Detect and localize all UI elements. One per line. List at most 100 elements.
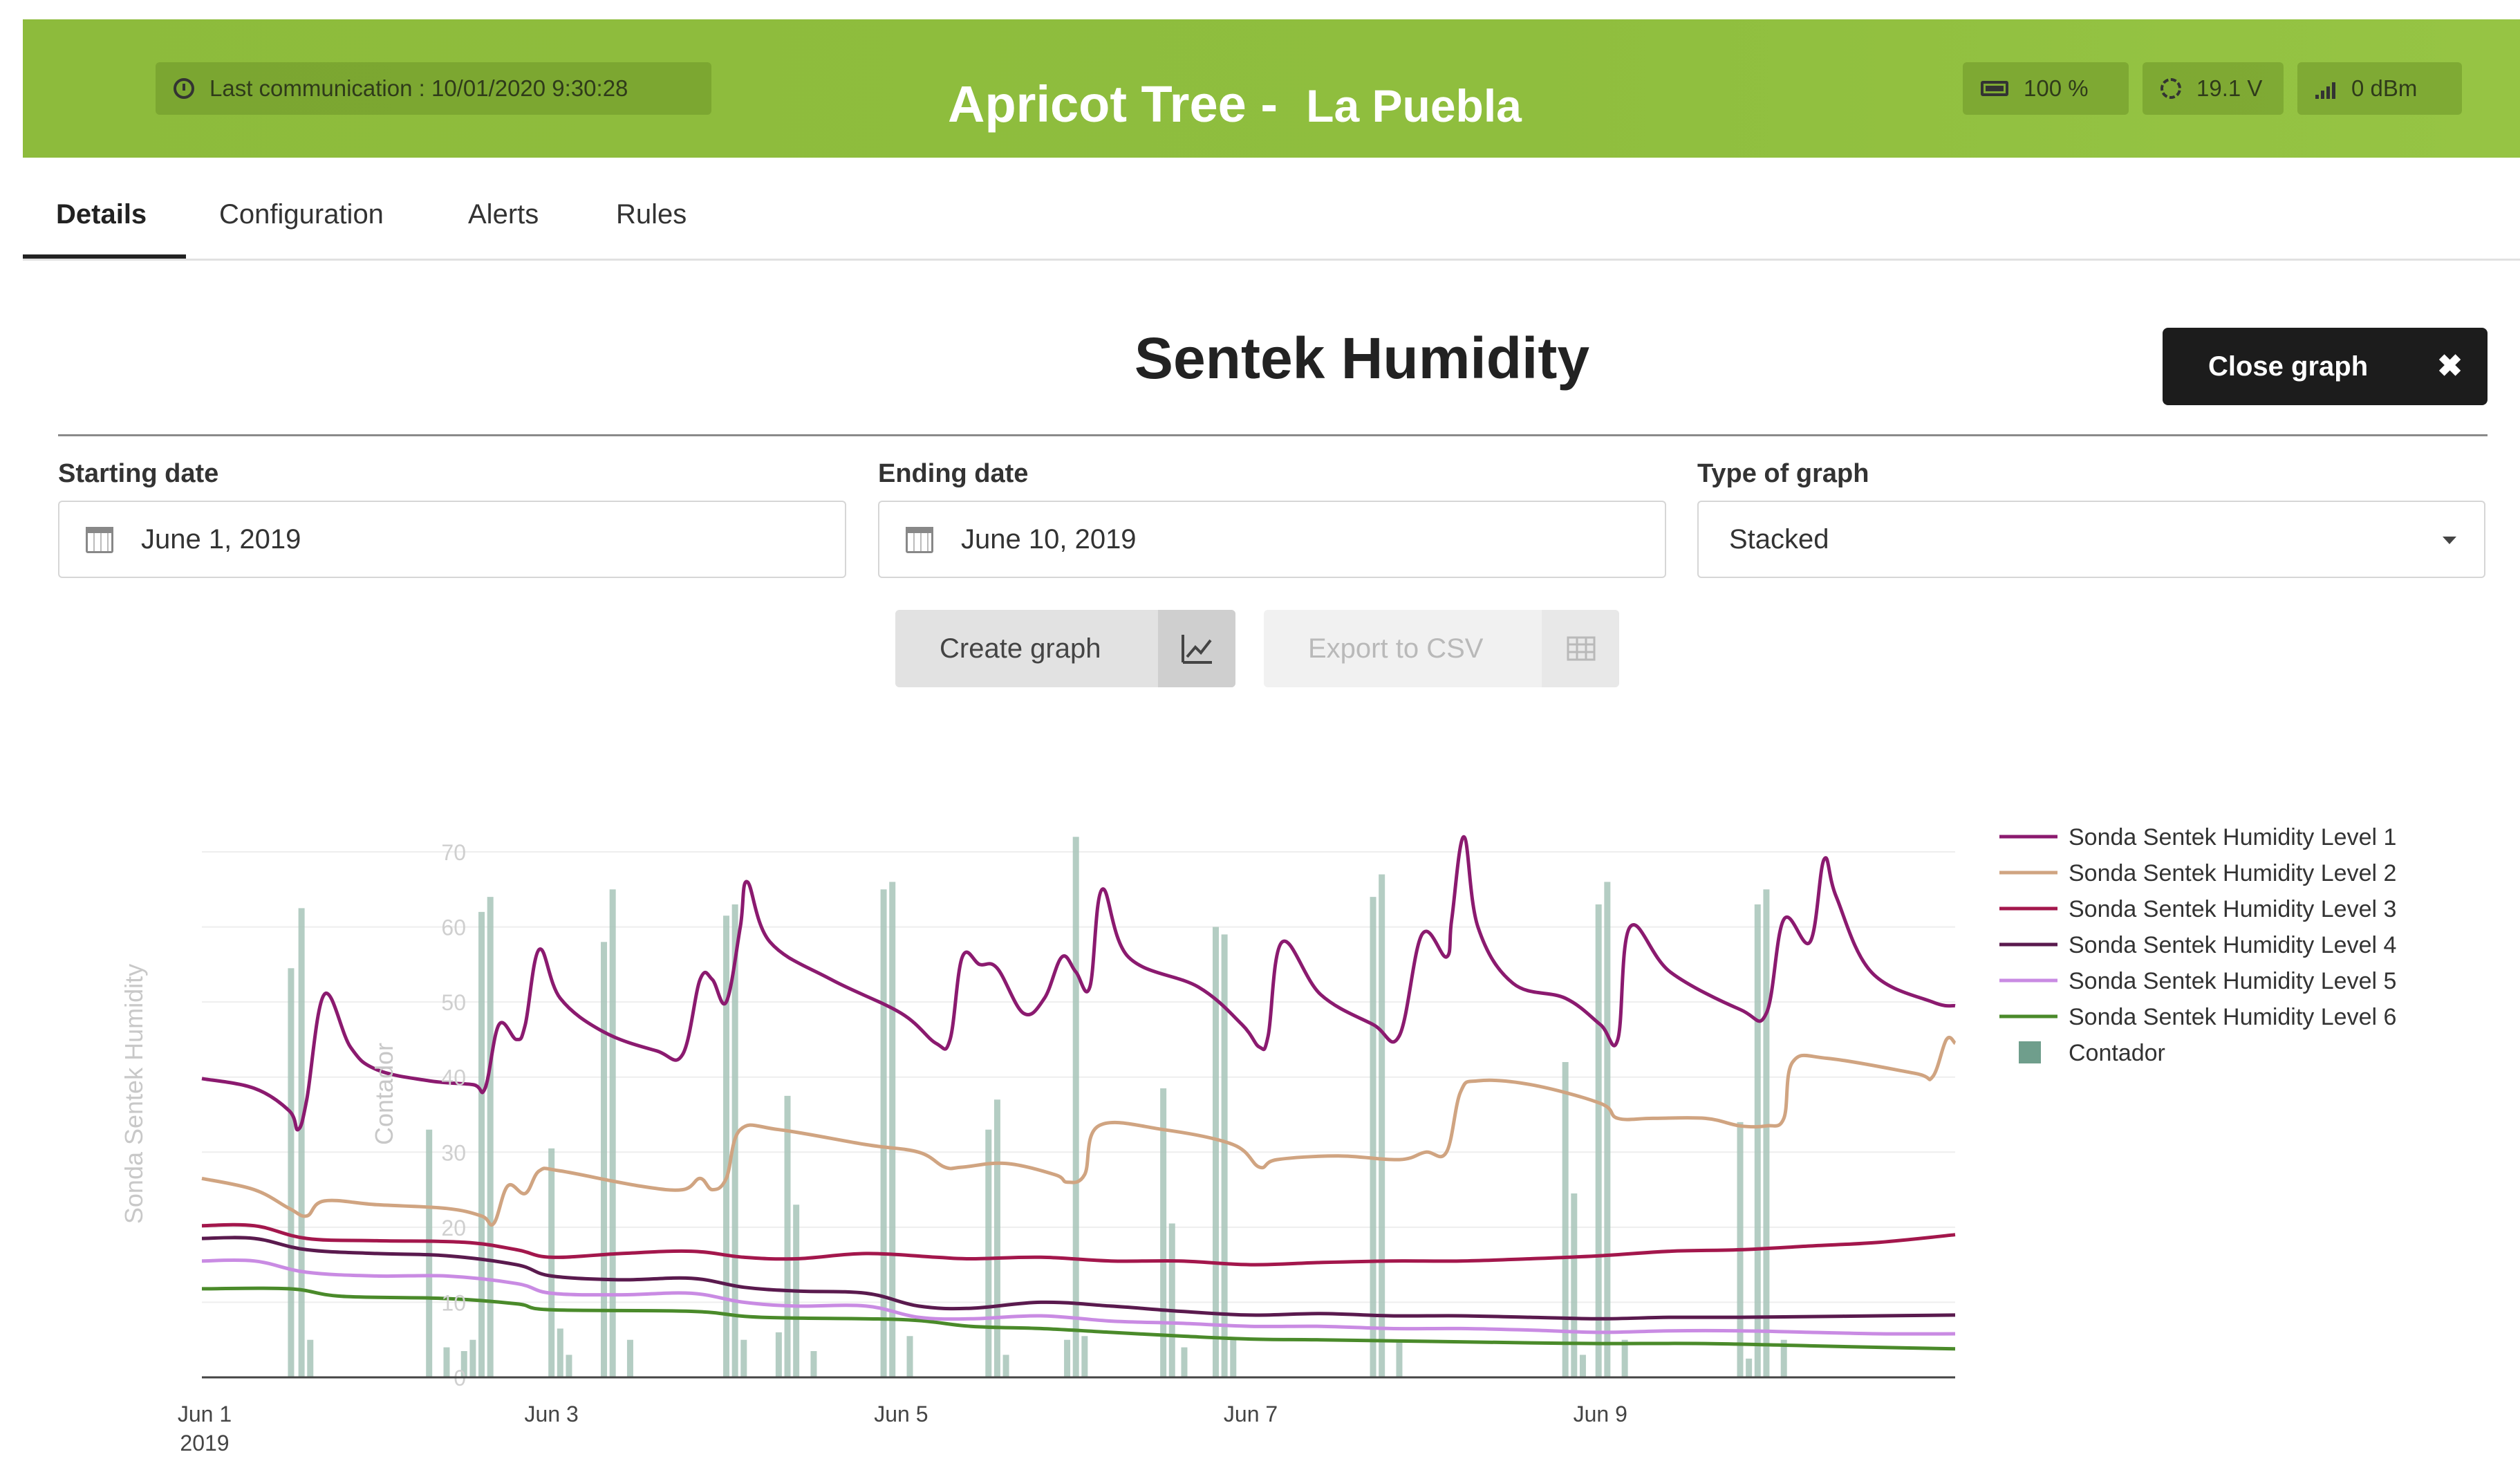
contador-bar (1072, 837, 1079, 1377)
tab-rules[interactable]: Rules (616, 199, 687, 230)
x-tick-label: Jun 9 (1574, 1402, 1627, 1426)
last-communication-badge: Last communication : 10/01/2020 9:30:28 (156, 62, 711, 115)
contador-bar (889, 882, 896, 1377)
graph-title: Sentek Humidity (1134, 326, 1590, 391)
contador-bar (557, 1328, 563, 1377)
contador-bar (1604, 882, 1611, 1377)
contador-bar (487, 897, 494, 1377)
create-graph-button[interactable]: Create graph (895, 610, 1235, 687)
tab-details[interactable]: Details (56, 199, 147, 230)
y-tick-label: 50 (441, 990, 466, 1015)
y-axis-title: Sonda Sentek Humidity (120, 964, 148, 1224)
contador-bar (1160, 1088, 1167, 1377)
close-graph-label: Close graph (2208, 351, 2369, 382)
contador-bar (443, 1347, 450, 1377)
tab-bar: Details Configuration Alerts Rules (23, 183, 2520, 261)
contador-bar (993, 1099, 1000, 1377)
device-location: La Puebla (1306, 80, 1522, 131)
contador-bar (1754, 904, 1761, 1377)
contador-bar (478, 911, 485, 1377)
signal-icon (2315, 78, 2336, 99)
contador-bar (906, 1336, 913, 1377)
divider (58, 434, 2488, 436)
tab-configuration[interactable]: Configuration (219, 199, 384, 230)
contador-bar (307, 1339, 314, 1377)
contador-bar (1396, 1339, 1403, 1377)
y-tick-label: 10 (441, 1290, 466, 1315)
contador-bar (298, 908, 305, 1377)
contador-bar (784, 1095, 791, 1377)
contador-bar (1595, 904, 1602, 1377)
contador-bar (460, 1351, 467, 1377)
calendar-icon (906, 527, 933, 553)
starting-date-value: June 1, 2019 (141, 524, 301, 555)
clock-icon (174, 78, 194, 99)
contador-bar (1168, 1223, 1175, 1377)
contador-bar (566, 1355, 572, 1377)
contador-bar (723, 915, 730, 1377)
y2-axis-title: Contador (370, 1043, 398, 1145)
graph-type-label: Type of graph (1697, 459, 1869, 488)
contador-bar (601, 942, 608, 1377)
series-line-4 (201, 1236, 1956, 1321)
legend-label: Sonda Sentek Humidity Level 5 (2069, 968, 2396, 994)
contador-bar (548, 1148, 555, 1377)
legend-label: Sonda Sentek Humidity Level 3 (2069, 896, 2396, 922)
signal-badge: 0 dBm (2297, 62, 2462, 115)
contador-bar (1002, 1355, 1009, 1377)
chevron-down-icon (2443, 537, 2456, 544)
contador-bar (810, 1351, 817, 1377)
contador-bars (288, 837, 1787, 1377)
series-line-1 (201, 835, 1956, 1132)
y-tick-label: 60 (441, 915, 466, 940)
battery-badge: 100 % (1963, 62, 2129, 115)
starting-date-input[interactable]: June 1, 2019 (58, 501, 846, 578)
contador-bar (1763, 889, 1770, 1377)
legend-label: Sonda Sentek Humidity Level 6 (2069, 1004, 2396, 1030)
graph-type-select[interactable]: Stacked (1697, 501, 2485, 578)
battery-text: 100 % (2024, 75, 2089, 101)
contador-bar (1221, 934, 1228, 1377)
legend-label: Sonda Sentek Humidity Level 1 (2069, 824, 2396, 850)
contador-bar (775, 1332, 782, 1377)
sun-icon (2160, 78, 2181, 99)
contador-bar (985, 1129, 992, 1377)
contador-bar (1081, 1336, 1088, 1377)
series-line-2 (201, 1036, 1957, 1227)
tab-alerts[interactable]: Alerts (468, 199, 539, 230)
contador-bar (1212, 927, 1219, 1377)
contador-bar (1571, 1193, 1578, 1377)
chart-legend: Sonda Sentek Humidity Level 1 Sonda Sente… (1999, 824, 2396, 1066)
contador-bar (1579, 1355, 1586, 1377)
series-line-3 (201, 1222, 1956, 1267)
series-line-6 (201, 1286, 1956, 1351)
signal-text: 0 dBm (2351, 75, 2418, 101)
contador-bar (1746, 1358, 1753, 1377)
legend-label: Sonda Sentek Humidity Level 4 (2069, 932, 2396, 958)
contador-bar (740, 1339, 747, 1377)
contador-bar (1370, 897, 1376, 1377)
ending-date-label: Ending date (878, 459, 1029, 488)
contador-bar (1230, 1339, 1237, 1377)
contador-bar (880, 889, 887, 1377)
graph-type-value: Stacked (1729, 524, 1829, 555)
contador-bar (1181, 1347, 1188, 1377)
legend-label: Sonda Sentek Humidity Level 2 (2069, 860, 2396, 886)
calendar-icon (86, 527, 113, 553)
export-csv-button[interactable]: Export to CSV (1264, 610, 1619, 687)
y-tick-label: 40 (441, 1066, 466, 1090)
ending-date-input[interactable]: June 10, 2019 (878, 501, 1666, 578)
legend-swatch (2019, 1041, 2041, 1063)
contador-bar (469, 1339, 476, 1377)
x-tick-label: Jun 7 (1224, 1402, 1278, 1426)
contador-bar (626, 1339, 633, 1377)
x-tick-sublabel: 2019 (180, 1431, 229, 1455)
close-graph-button[interactable]: Close graph ✖ (2163, 328, 2488, 405)
device-header: Last communication : 10/01/2020 9:30:28 … (23, 19, 2520, 158)
voltage-text: 19.1 V (2196, 75, 2263, 101)
y-tick-label: 30 (441, 1140, 466, 1165)
starting-date-label: Starting date (58, 459, 219, 488)
line-chart-icon (1158, 610, 1235, 687)
page-title: Apricot Tree - La Puebla (948, 75, 1522, 133)
